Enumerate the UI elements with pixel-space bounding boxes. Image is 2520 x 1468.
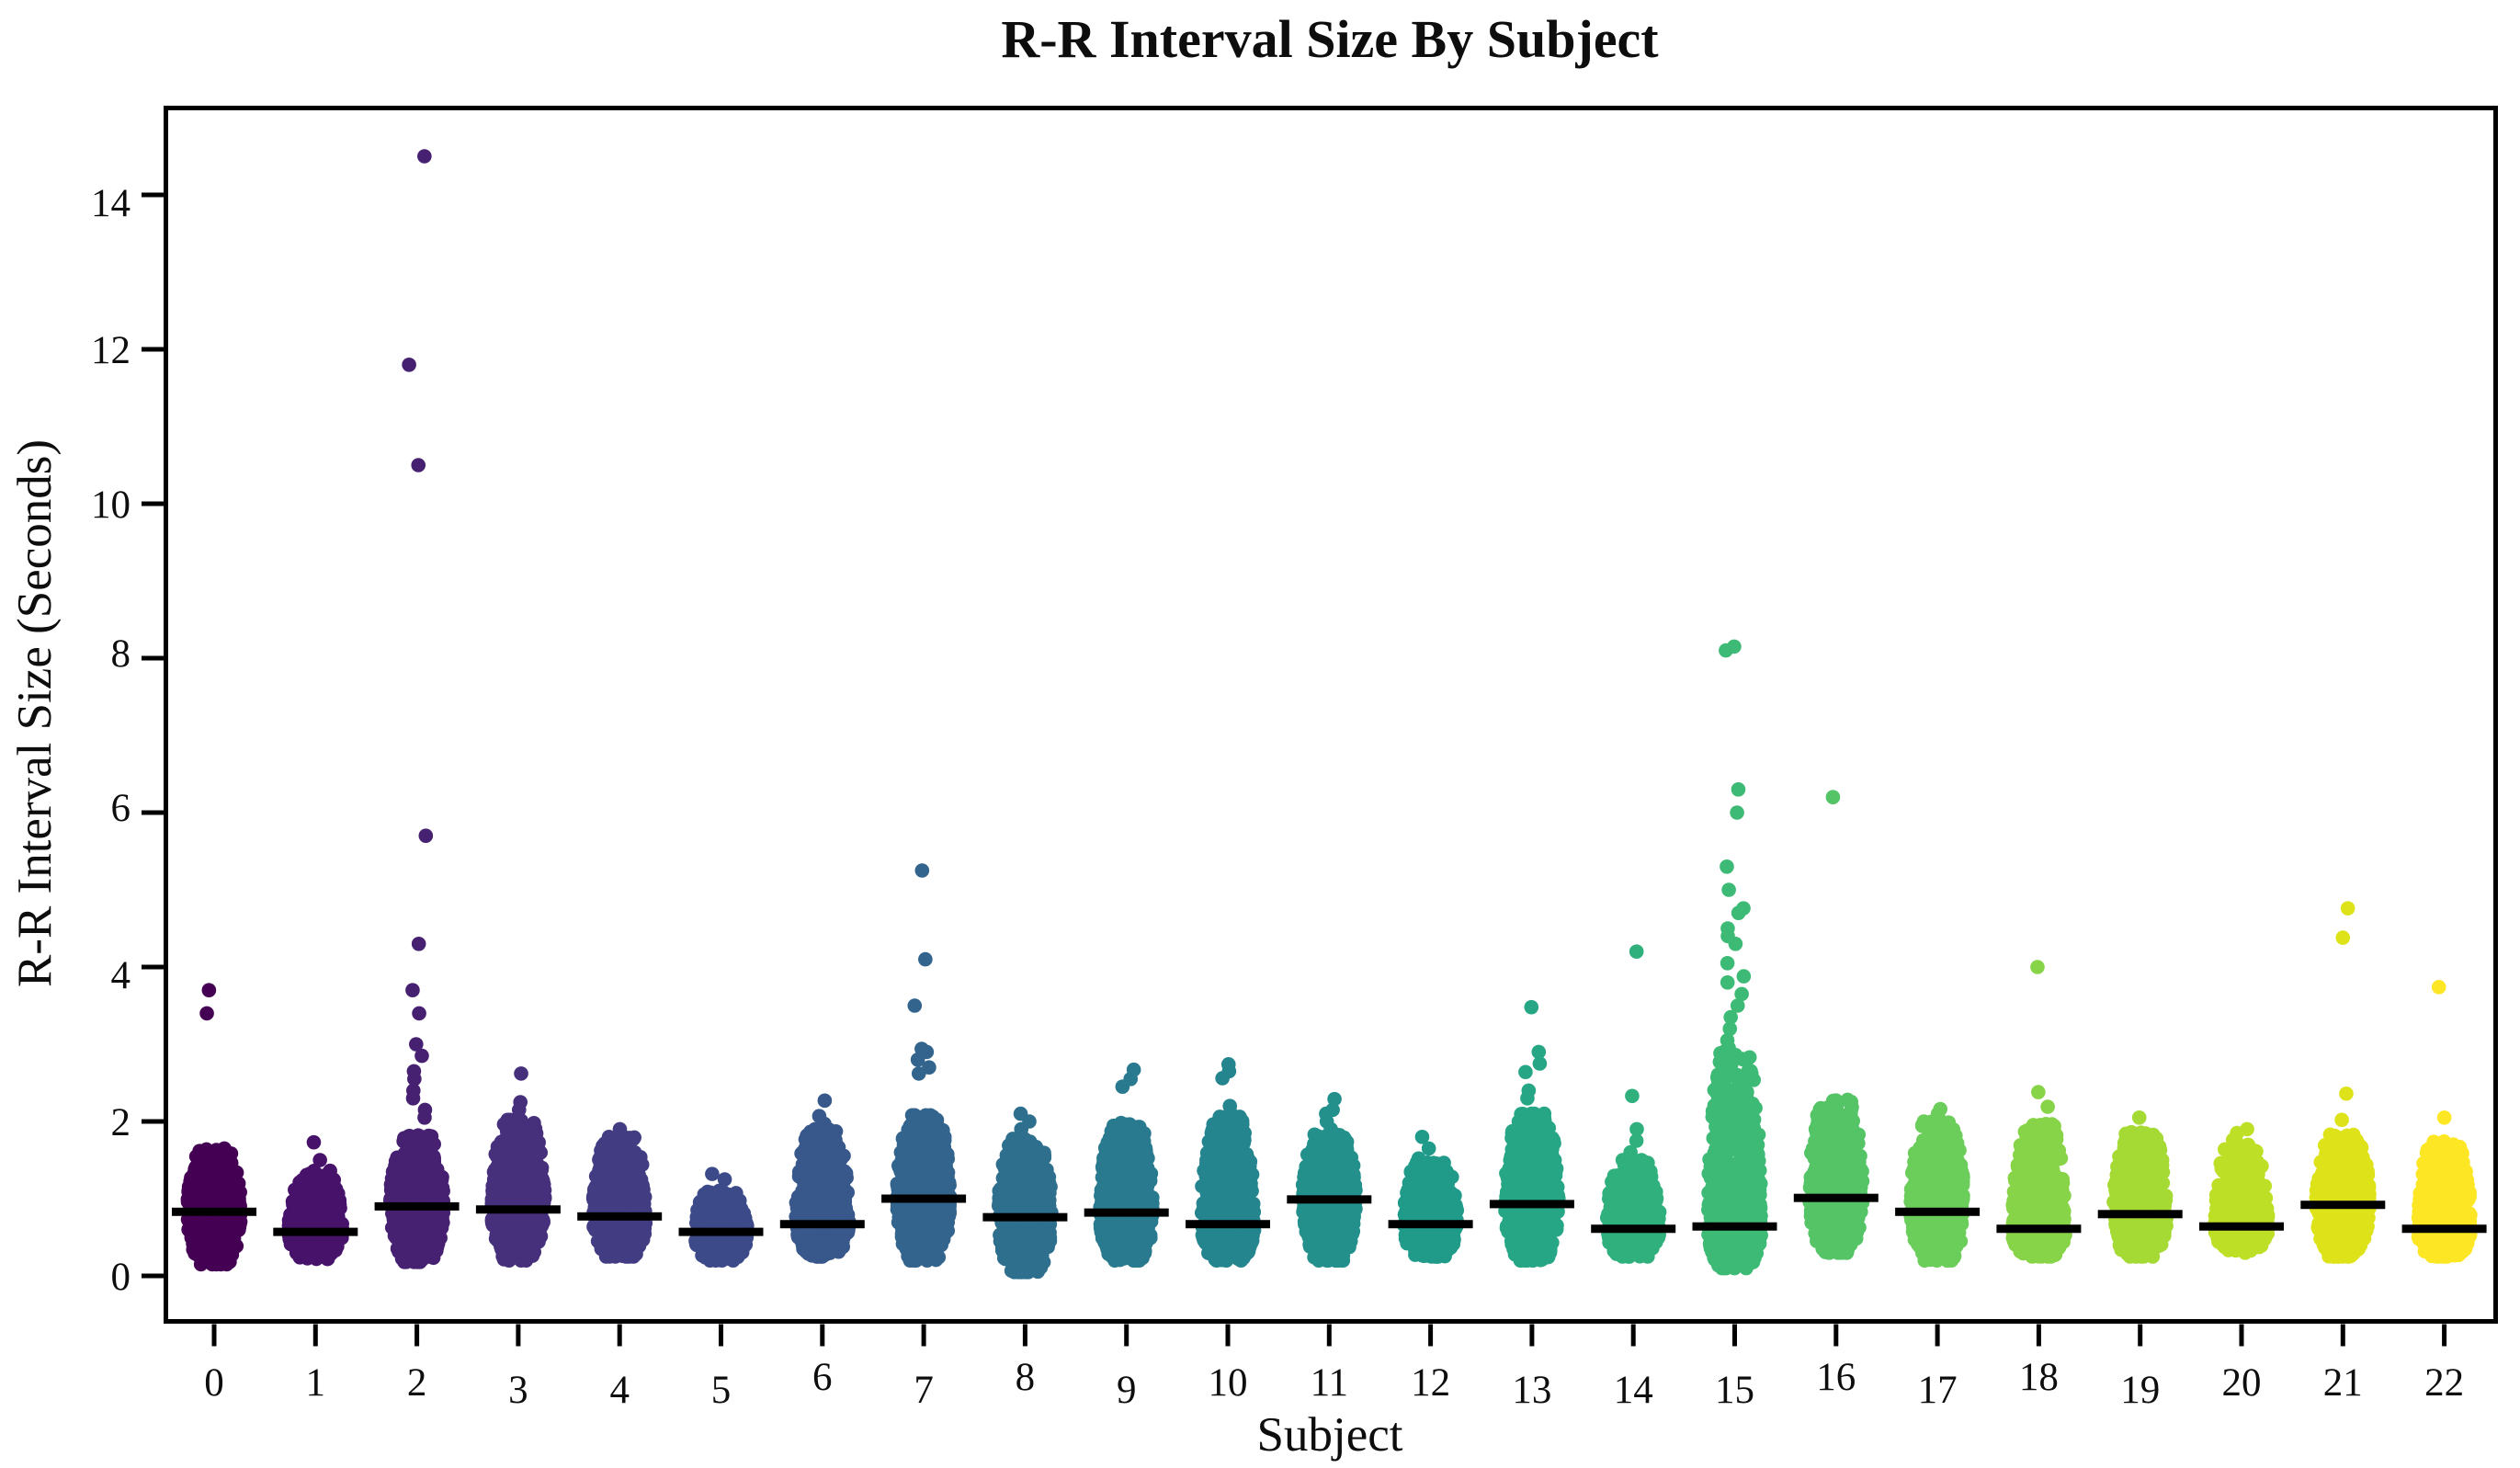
subject-strip-5 (678, 1166, 764, 1268)
x-tick-label: 5 (711, 1369, 732, 1412)
median-line (2300, 1201, 2386, 1210)
y-tick-label: 12 (91, 329, 131, 372)
subject-strip-18 (1996, 960, 2082, 1264)
median-line (172, 1207, 256, 1216)
subject-strip-16 (1793, 790, 1879, 1260)
y-tick-label: 2 (111, 1101, 131, 1144)
x-tick-label: 20 (2222, 1361, 2262, 1405)
plot-border (164, 106, 2498, 1324)
median-line (1186, 1220, 1270, 1229)
subject-strip-7 (881, 863, 967, 1268)
y-tick-label: 14 (91, 182, 131, 225)
y-axis-label: R-R Interval Size (Seconds) (8, 439, 62, 987)
median-line (1591, 1224, 1676, 1234)
x-tick-label: 6 (812, 1356, 833, 1399)
median-line (1287, 1195, 1372, 1204)
subject-strip-13 (1489, 999, 1574, 1268)
x-tick-label: 12 (1411, 1361, 1450, 1405)
median-line (982, 1212, 1068, 1222)
median-line (1793, 1193, 1879, 1202)
subject-strip-21 (2300, 901, 2386, 1264)
x-tick-label: 19 (2120, 1369, 2160, 1412)
subject-strip-12 (1388, 1130, 1473, 1264)
median-line (2199, 1222, 2284, 1231)
x-tick-label: 9 (1117, 1369, 1137, 1412)
subject-strip-14 (1591, 944, 1676, 1264)
median-line (1388, 1220, 1473, 1229)
y-tick-label: 8 (111, 632, 131, 676)
x-tick-label: 3 (508, 1369, 528, 1412)
subject-strip-9 (1084, 1062, 1169, 1268)
median-line (1895, 1207, 1981, 1216)
x-axis-label: Subject (1257, 1408, 1403, 1462)
median-line (779, 1220, 865, 1229)
subject-strip-4 (577, 1121, 663, 1264)
x-tick-label: 13 (1512, 1369, 1551, 1412)
median-line (1489, 1200, 1574, 1209)
x-tick-label: 1 (306, 1361, 326, 1405)
subject-strip-19 (2097, 1110, 2183, 1264)
x-tick-label: 11 (1311, 1361, 1348, 1405)
x-tick-label: 2 (407, 1361, 427, 1405)
y-tick-label: 0 (111, 1256, 131, 1299)
x-tick-label: 14 (1614, 1369, 1653, 1412)
subject-strip-20 (2199, 1121, 2284, 1260)
chart-title: R-R Interval Size By Subject (1001, 9, 1659, 69)
x-tick-label: 22 (2424, 1361, 2464, 1405)
median-line (2401, 1224, 2487, 1234)
median-line (1084, 1208, 1169, 1217)
subject-strip-1 (273, 1134, 358, 1267)
subject-strip-8 (982, 1106, 1068, 1280)
median-line (374, 1201, 460, 1211)
y-tick-label: 4 (111, 954, 131, 997)
subject-strip-3 (475, 1066, 561, 1268)
subject-strip-10 (1186, 1057, 1270, 1268)
subject-strip-6 (779, 1093, 865, 1264)
x-tick-label: 18 (2019, 1356, 2059, 1399)
x-tick-label: 0 (204, 1361, 224, 1405)
x-tick-label: 16 (1816, 1356, 1856, 1399)
x-tick-label: 15 (1715, 1369, 1754, 1412)
x-tick-label: 4 (609, 1369, 630, 1412)
y-tick-label: 10 (91, 484, 131, 527)
x-tick-label: 10 (1209, 1361, 1248, 1405)
median-line (1996, 1224, 2082, 1234)
x-axis: 0 1 2 3 4 5 6 7 8 9 10 11 12 13 14 15 16 17 18 19 20 21 22 (204, 1324, 2464, 1412)
subject-strip-22 (2401, 980, 2487, 1264)
x-tick-label: 17 (1918, 1369, 1958, 1412)
y-axis: 0 2 4 6 8 10 12 14 (91, 182, 164, 1299)
median-line (273, 1227, 358, 1236)
median-line (577, 1212, 663, 1221)
x-tick-label: 8 (1016, 1356, 1036, 1399)
subject-strip-2 (374, 149, 460, 1269)
subject-strip-0 (172, 983, 256, 1272)
x-tick-label: 7 (914, 1369, 934, 1412)
subject-strip-17 (1895, 1101, 1981, 1268)
y-tick-label: 6 (111, 787, 131, 830)
data-strips (172, 149, 2487, 1280)
median-line (1692, 1222, 1777, 1231)
median-line (475, 1205, 561, 1214)
subject-strip-11 (1287, 1091, 1372, 1268)
median-line (678, 1227, 764, 1236)
x-tick-label: 21 (2323, 1361, 2363, 1405)
median-line (881, 1194, 967, 1203)
median-line (2097, 1210, 2183, 1219)
subject-strip-15 (1692, 639, 1777, 1276)
